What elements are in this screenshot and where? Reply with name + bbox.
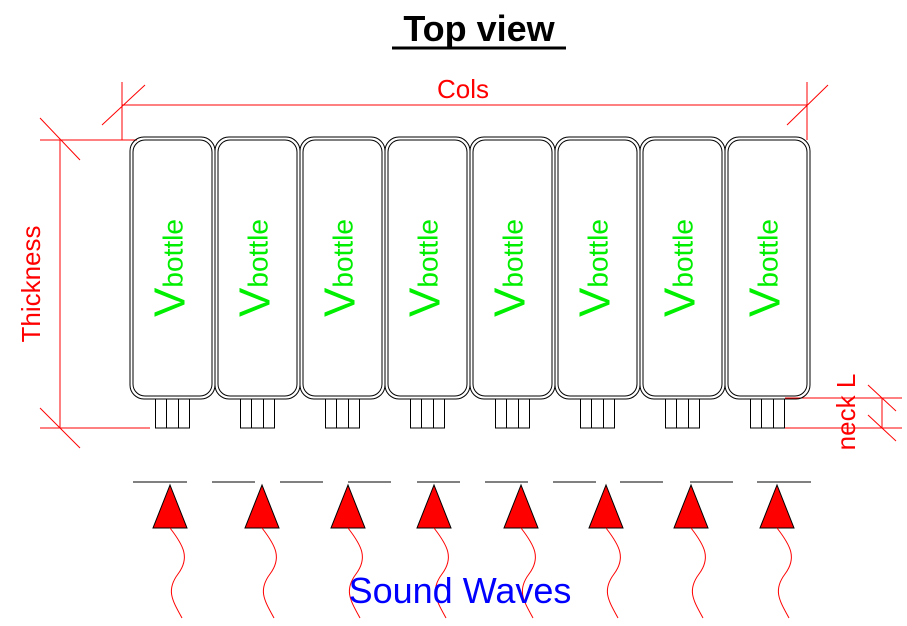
sound-waves-label: Sound Waves [349,570,572,611]
bottle-neck [326,399,360,428]
neck-label: neck L [831,374,861,451]
bottle-volume-label: Vbottle [401,219,450,317]
bottle: Vbottle [640,137,725,428]
bottle-label-subscript: bottle [583,219,614,288]
sound-arrow [504,485,538,528]
bottle-label-main: V [486,287,535,317]
bottle-label-subscript: bottle [753,219,784,288]
bottle-neck [496,399,530,428]
bottle-label-main: V [656,287,705,317]
sound-wave-line [691,528,705,618]
bottle-label-subscript: bottle [158,219,189,288]
bottle-volume-label: Vbottle [231,219,280,317]
bottle-label-main: V [231,287,280,317]
bottle-volume-label: Vbottle [741,219,790,317]
bottle: Vbottle [555,137,640,428]
bottle-neck [411,399,445,428]
bottle: Vbottle [725,137,810,428]
bottle-label-main: V [571,287,620,317]
bottle-array: VbottleVbottleVbottleVbottleVbottleVbott… [130,137,810,428]
bottle-neck [581,399,615,428]
bottle-label-subscript: bottle [498,219,529,288]
bottle-volume-label: Vbottle [146,219,195,317]
cols-label: Cols [437,74,489,104]
bottle-label-main: V [146,287,195,317]
sound-wave-line [262,528,276,618]
bottle-volume-label: Vbottle [316,219,365,317]
bottle: Vbottle [130,137,215,428]
bottle-label-subscript: bottle [328,219,359,288]
sound-arrow [153,485,187,528]
bottle-volume-label: Vbottle [571,219,620,317]
bottle: Vbottle [215,137,300,428]
bottle-neck [751,399,785,428]
sound-arrow [674,485,708,528]
bottle-neck [666,399,700,428]
diagram-title: Top view [403,8,555,49]
sound-arrow [331,485,365,528]
sound-wave-line [606,528,620,618]
sound-arrow [245,485,279,528]
bottle-label-main: V [316,287,365,317]
sound-wave-line [777,528,791,618]
sound-arrow [417,485,451,528]
bottle-label-main: V [401,287,450,317]
bottle-label-main: V [741,287,790,317]
bottle: Vbottle [470,137,555,428]
bottle-volume-label: Vbottle [486,219,535,317]
bottle-label-subscript: bottle [413,219,444,288]
bottle-label-subscript: bottle [668,219,699,288]
sound-arrow [760,485,794,528]
thickness-label: Thickness [16,225,46,342]
bottle-label-subscript: bottle [243,219,274,288]
sound-wave-line [170,528,184,618]
bottle-neck [156,399,190,428]
sound-arrow [589,485,623,528]
bottle: Vbottle [385,137,470,428]
bottle-neck [241,399,275,428]
bottle-volume-label: Vbottle [656,219,705,317]
bottle: Vbottle [300,137,385,428]
